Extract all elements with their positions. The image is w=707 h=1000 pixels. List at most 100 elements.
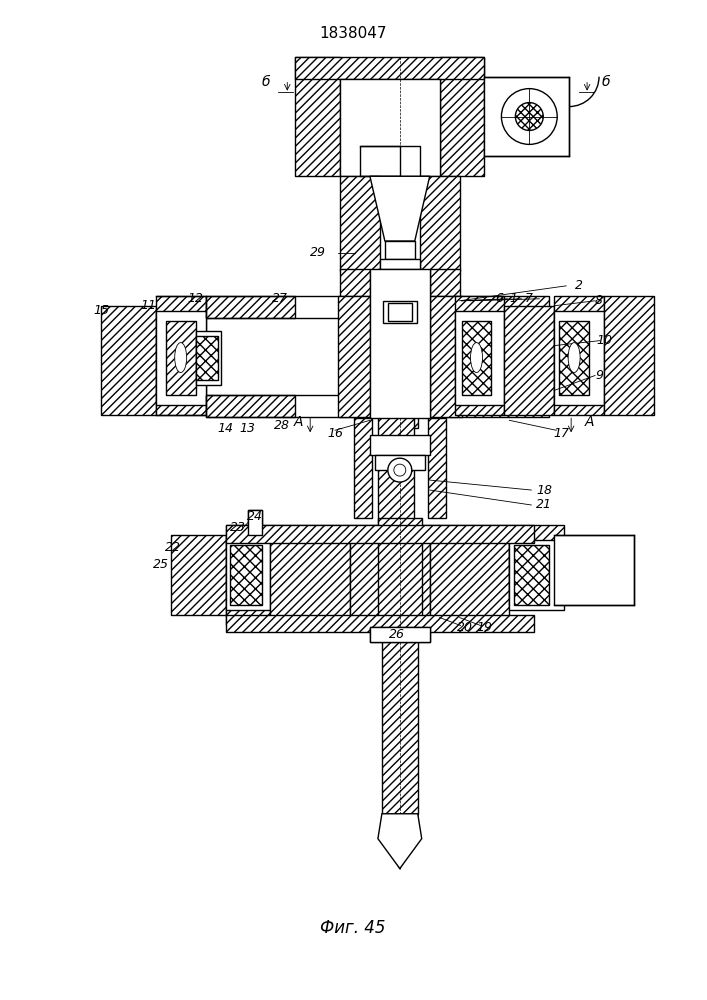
Bar <box>354 418 372 518</box>
Bar <box>420 176 460 271</box>
Bar <box>360 146 420 176</box>
Bar <box>378 518 422 629</box>
Text: 20: 20 <box>457 621 472 634</box>
Text: 22: 22 <box>165 541 181 554</box>
Text: 15: 15 <box>93 304 109 317</box>
Bar <box>230 545 262 605</box>
Bar <box>101 306 156 415</box>
Bar <box>430 525 509 625</box>
Bar <box>509 525 564 605</box>
Bar <box>206 395 450 417</box>
Bar <box>554 296 604 415</box>
Text: 14: 14 <box>218 422 233 435</box>
Bar <box>509 525 564 605</box>
Bar <box>196 331 221 385</box>
Bar <box>206 395 296 417</box>
Bar <box>340 269 370 324</box>
Ellipse shape <box>568 343 580 373</box>
Bar <box>450 395 549 417</box>
Bar <box>378 269 414 533</box>
Bar <box>385 241 415 259</box>
Bar <box>375 455 425 470</box>
Bar <box>420 176 460 271</box>
Ellipse shape <box>471 343 482 373</box>
Bar <box>428 418 445 518</box>
Text: Фиг. 45: Фиг. 45 <box>320 919 386 937</box>
Bar <box>515 545 549 605</box>
Bar <box>383 301 416 323</box>
Bar <box>450 296 549 318</box>
Bar <box>382 269 418 428</box>
Polygon shape <box>370 176 430 241</box>
Bar <box>455 311 504 405</box>
Bar <box>196 336 218 380</box>
Text: 9: 9 <box>595 369 603 382</box>
Bar <box>270 525 350 625</box>
Bar <box>554 311 604 405</box>
Text: 11: 11 <box>141 299 157 312</box>
Bar <box>509 540 564 610</box>
Bar <box>455 296 504 415</box>
Bar <box>370 435 430 455</box>
Text: 29: 29 <box>310 246 326 259</box>
Bar <box>350 525 430 625</box>
Bar <box>248 510 262 535</box>
Text: 17: 17 <box>553 427 569 440</box>
Bar <box>370 627 430 642</box>
Bar <box>230 545 262 605</box>
Bar <box>559 321 589 395</box>
Bar <box>515 545 549 605</box>
Bar <box>382 629 418 814</box>
Text: 27: 27 <box>272 292 288 305</box>
Bar <box>430 296 462 417</box>
Polygon shape <box>378 814 422 869</box>
Text: 28: 28 <box>274 419 291 432</box>
Bar <box>340 79 440 176</box>
Bar <box>248 510 262 535</box>
Bar <box>378 518 422 629</box>
Text: 2: 2 <box>575 279 583 292</box>
Bar <box>226 525 270 625</box>
Bar <box>156 296 206 415</box>
Circle shape <box>388 458 411 482</box>
Bar <box>338 296 370 417</box>
Bar <box>206 296 296 318</box>
Text: 1838047: 1838047 <box>320 26 387 41</box>
Bar <box>484 77 569 156</box>
Bar <box>559 321 589 395</box>
Bar <box>226 540 270 610</box>
Bar <box>378 269 422 324</box>
Text: 6: 6 <box>496 292 503 305</box>
Text: 25: 25 <box>153 558 169 571</box>
Bar <box>450 296 549 318</box>
Bar <box>226 615 534 632</box>
Bar <box>101 306 156 415</box>
Bar <box>296 57 340 176</box>
Bar <box>382 629 418 814</box>
Bar <box>354 418 372 518</box>
Bar <box>206 296 296 318</box>
Bar <box>455 296 504 415</box>
Bar <box>440 57 484 176</box>
Bar <box>196 336 218 380</box>
Bar <box>340 176 380 271</box>
Text: А: А <box>584 415 594 429</box>
Bar <box>165 321 196 395</box>
Bar <box>206 395 296 417</box>
Bar <box>296 57 340 176</box>
Bar <box>430 525 509 625</box>
Text: 13: 13 <box>240 422 255 435</box>
Bar <box>226 525 534 543</box>
Bar <box>156 311 206 405</box>
Text: 8: 8 <box>595 294 603 307</box>
Bar <box>554 535 634 605</box>
Bar <box>165 321 196 395</box>
Text: 1: 1 <box>509 292 518 305</box>
Text: 21: 21 <box>536 498 552 511</box>
Bar <box>340 269 370 324</box>
Bar <box>170 535 226 615</box>
Bar <box>604 296 654 415</box>
Bar <box>370 627 430 642</box>
Bar <box>554 296 604 415</box>
Bar <box>430 296 462 417</box>
